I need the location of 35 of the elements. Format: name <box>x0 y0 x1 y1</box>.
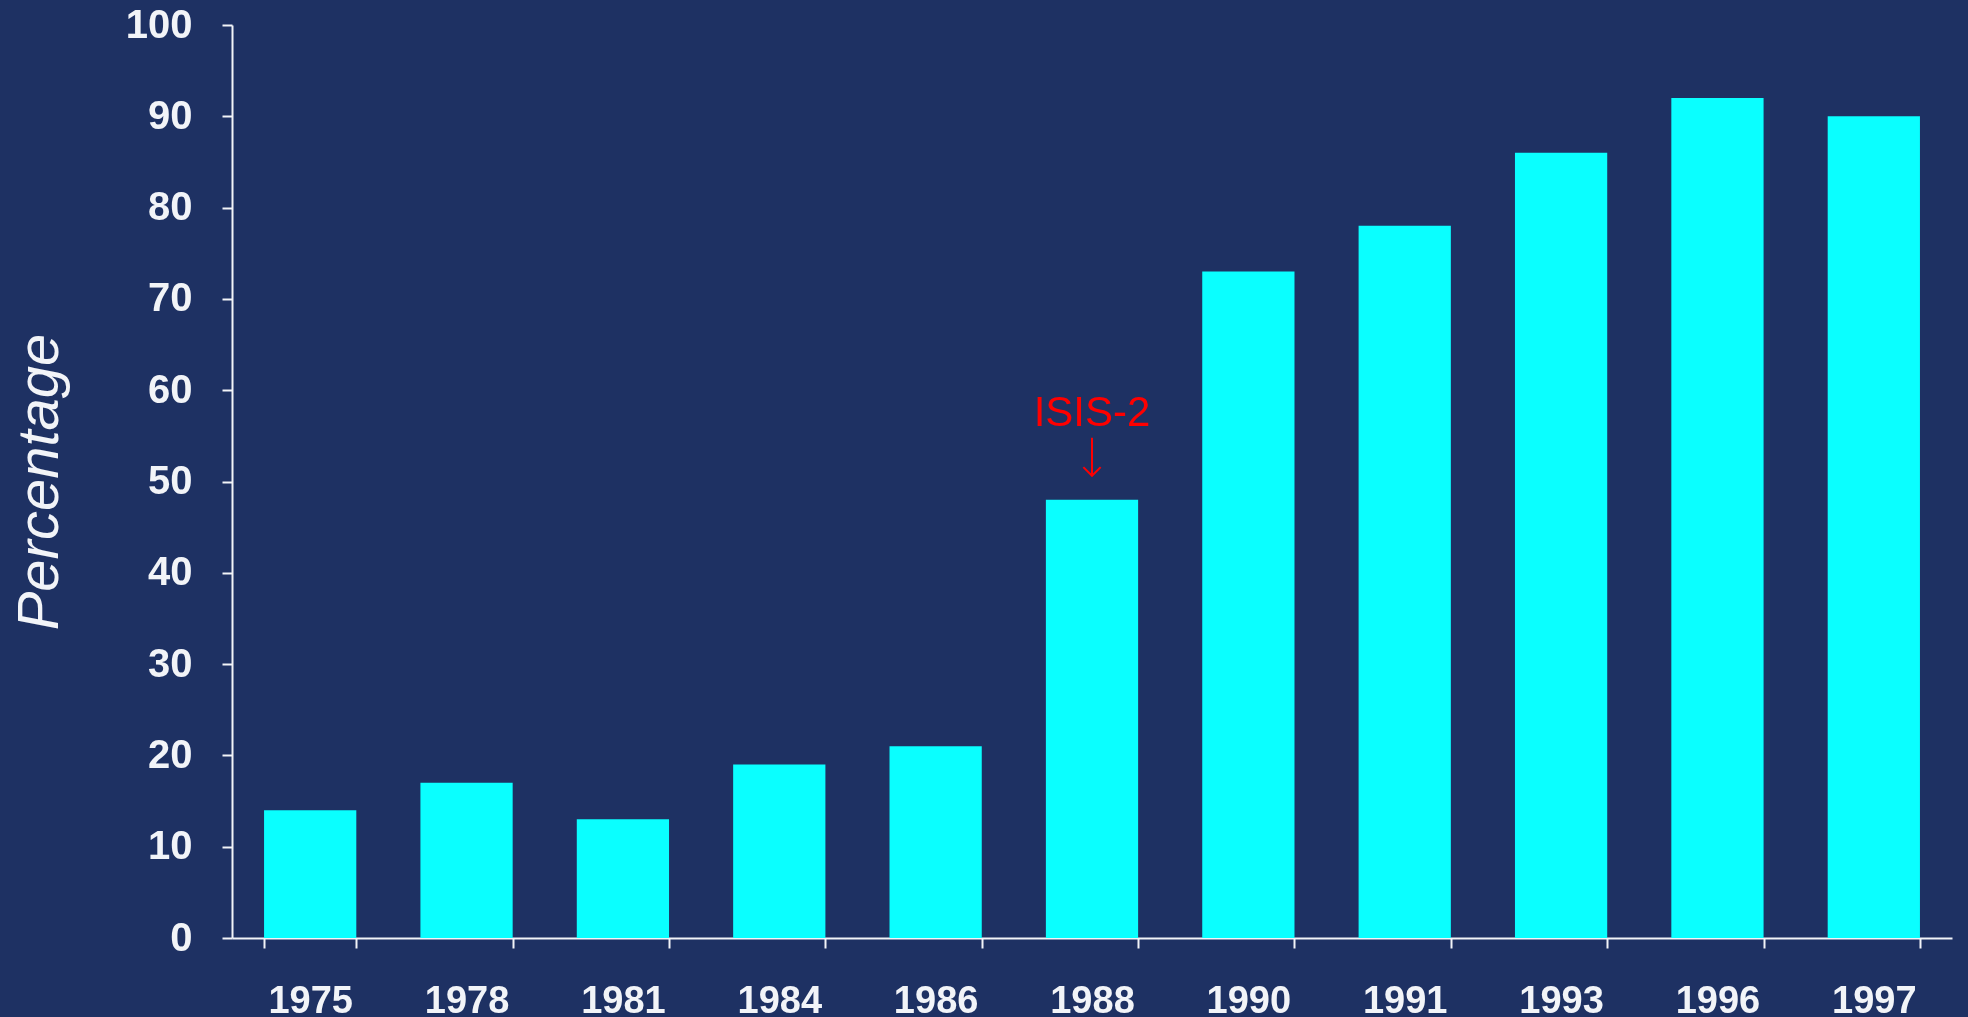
x-tick-label: 1978 <box>424 978 510 1017</box>
bar <box>1045 499 1139 938</box>
bar <box>1202 271 1295 938</box>
x-tick-label: 1990 <box>1206 978 1292 1017</box>
x-tick-label: 1988 <box>1050 978 1135 1017</box>
bar <box>1358 225 1451 938</box>
bar <box>1827 116 1920 938</box>
y-tick-label: 100 <box>125 1 193 46</box>
y-tick-label: 20 <box>148 731 193 776</box>
bar <box>1671 98 1764 938</box>
bar <box>264 810 357 938</box>
y-tick-label: 60 <box>148 366 193 411</box>
x-tick-label: 1997 <box>1832 978 1917 1017</box>
x-tick-label: 1981 <box>581 978 666 1017</box>
y-tick-label: 50 <box>148 458 193 502</box>
y-tick-label: 30 <box>148 640 193 685</box>
bar <box>889 746 982 938</box>
y-tick-label: 40 <box>148 549 193 594</box>
bar <box>420 782 513 938</box>
annotation: ISIS-2 <box>1033 387 1151 435</box>
y-tick-label: 90 <box>148 92 193 137</box>
y-tick-label: 80 <box>148 184 193 229</box>
bar <box>733 764 826 938</box>
y-tick-label: 0 <box>170 914 193 959</box>
y-tick-label: 70 <box>148 275 193 320</box>
bar <box>576 819 670 938</box>
x-tick-label: 1975 <box>268 978 353 1017</box>
x-tick-label: 1993 <box>1519 978 1604 1017</box>
y-tick-label: 10 <box>148 823 193 868</box>
x-tick-label: 1984 <box>737 978 823 1017</box>
x-tick-label: 1986 <box>893 978 979 1017</box>
x-tick-label: 1996 <box>1675 978 1761 1017</box>
bar <box>1514 152 1608 938</box>
x-tick-label: 1991 <box>1362 978 1448 1017</box>
y-axis-title: Percentage <box>4 333 70 631</box>
